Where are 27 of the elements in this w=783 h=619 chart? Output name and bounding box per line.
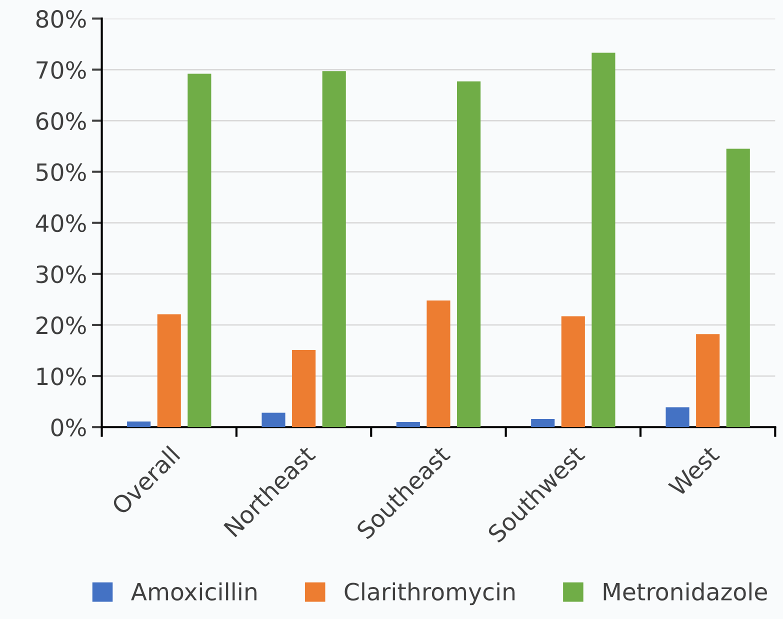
y-tick-label: 0% [51, 418, 86, 436]
y-tick-label: 80% [36, 10, 86, 28]
y-tick-label: 70% [36, 61, 86, 79]
bar [322, 71, 346, 428]
y-tick-label: 10% [37, 367, 86, 386]
bar [666, 407, 690, 428]
bar [457, 81, 481, 428]
bar [188, 74, 212, 428]
y-tick-label: 20% [36, 316, 86, 334]
y-tick-label: 60% [36, 112, 86, 130]
legend-label: Clarithromycin [344, 582, 515, 606]
y-tick-label: 40% [36, 214, 86, 232]
legend-label: Amoxicillin [131, 582, 256, 601]
bar [426, 300, 450, 428]
y-tick-label: 50% [36, 163, 86, 182]
bar [127, 421, 151, 428]
bar [157, 314, 181, 428]
bar [396, 422, 420, 428]
bar [561, 316, 585, 428]
bar [531, 418, 555, 428]
bar [262, 412, 286, 428]
legend-label: Metronidazole [604, 582, 767, 601]
y-tick-label: 30% [36, 265, 86, 284]
bar [292, 350, 316, 428]
bar [696, 334, 720, 428]
bar [592, 52, 616, 428]
bar [726, 148, 750, 428]
